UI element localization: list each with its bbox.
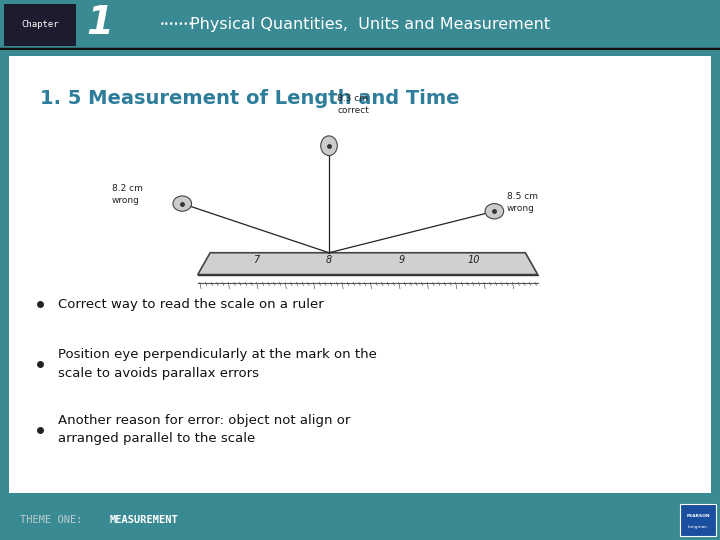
Text: Physical Quantities,  Units and Measurement: Physical Quantities, Units and Measureme… (190, 17, 550, 32)
FancyBboxPatch shape (1, 48, 719, 502)
FancyBboxPatch shape (4, 4, 76, 46)
Text: Longman: Longman (688, 525, 708, 529)
Text: 8.2 cm
wrong: 8.2 cm wrong (112, 185, 143, 205)
Text: 8.3 cm
correct: 8.3 cm correct (337, 94, 369, 115)
Text: 9: 9 (398, 255, 405, 265)
Text: Another reason for error: object not align or
arranged parallel to the scale: Another reason for error: object not ali… (58, 414, 351, 446)
Text: Position eye perpendicularly at the mark on the
scale to avoids parallax errors: Position eye perpendicularly at the mark… (58, 348, 377, 380)
Ellipse shape (485, 204, 504, 219)
Text: Chapter: Chapter (21, 21, 59, 29)
Text: 8: 8 (326, 255, 332, 265)
Text: 8.5 cm
wrong: 8.5 cm wrong (507, 192, 538, 213)
Polygon shape (198, 253, 538, 275)
Text: 7: 7 (253, 255, 260, 265)
Text: 10: 10 (467, 255, 480, 265)
Text: •••••••: ••••••• (160, 21, 194, 29)
Text: 1: 1 (86, 4, 114, 42)
FancyBboxPatch shape (680, 503, 716, 536)
Text: PEARSON: PEARSON (686, 514, 710, 518)
Text: Correct way to read the scale on a ruler: Correct way to read the scale on a ruler (58, 298, 324, 310)
Ellipse shape (320, 136, 337, 156)
Text: 1. 5 Measurement of Length and Time: 1. 5 Measurement of Length and Time (40, 89, 459, 108)
Text: THEME ONE:: THEME ONE: (20, 515, 83, 525)
Text: MEASUREMENT: MEASUREMENT (110, 515, 179, 525)
Ellipse shape (173, 196, 192, 211)
